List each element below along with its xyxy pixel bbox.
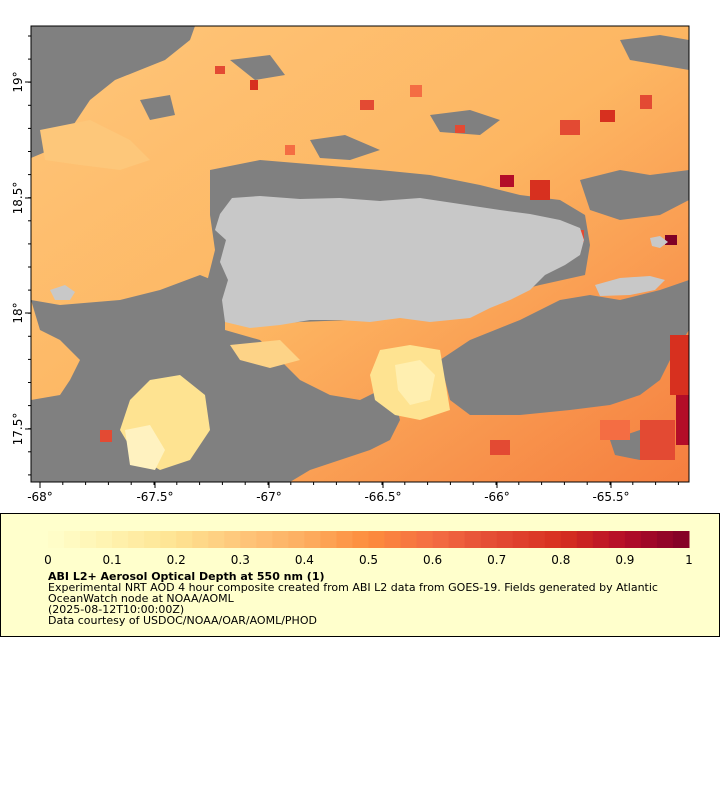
- colorbar-segment: [512, 531, 530, 548]
- legend-credit: Data courtesy of USDOC/NOAA/OAR/AOML/PHO…: [48, 614, 317, 627]
- colorbar-tick-label: 0.9: [615, 553, 634, 567]
- colorbar-labels: 0 0.1 0.2 0.3 0.4 0.5 0.6 0.7 0.8 0.9 1: [44, 553, 693, 567]
- colorbar-segment: [288, 531, 305, 548]
- x-tick-label: -66.5°: [364, 490, 401, 504]
- low-aod-plumes: [40, 120, 450, 470]
- no-data-patch-5: [230, 55, 285, 80]
- y-tick-label: 19°: [11, 71, 25, 92]
- colorbar: 0 0.1 0.2 0.3 0.4 0.5 0.6 0.7 0.8 0.9 1: [44, 531, 693, 567]
- land: [50, 196, 668, 328]
- map-plot-area: [31, 26, 689, 482]
- no-data-east-strip: [580, 170, 689, 220]
- x-tick-label: -67°: [256, 490, 282, 504]
- x-tick-label: -66°: [484, 490, 510, 504]
- colorbar-segment: [208, 531, 225, 548]
- colorbar-segment: [224, 531, 241, 548]
- colorbar-segment: [656, 531, 674, 548]
- colorbar-tick-label: 0.8: [551, 553, 570, 567]
- aod-map: -68° -67.5° -67° -66.5° -66° -65.5° 19° 18.5° 18…: [11, 25, 690, 504]
- colorbar-segment: [624, 531, 642, 548]
- colorbar-segment: [336, 531, 353, 548]
- colorbar-segment: [144, 531, 161, 548]
- colorbar-tick-label: 0.3: [231, 553, 250, 567]
- y-tick-label: 18.5°: [11, 182, 25, 215]
- colorbar-segment: [400, 531, 418, 548]
- colorbar-segment: [176, 531, 193, 548]
- colorbar-segment: [432, 531, 450, 548]
- map-frame: [30, 25, 690, 483]
- colorbar-segment: [480, 531, 498, 548]
- colorbar-segment: [48, 531, 65, 548]
- colorbar-segment: [304, 531, 321, 548]
- colorbar-segment: [416, 531, 434, 548]
- colorbar-segment: [576, 531, 594, 548]
- vieques-land: [595, 276, 665, 296]
- legend-title: ABI L2+ Aerosol Optical Depth at 550 nm …: [48, 570, 325, 583]
- colorbar-segment: [464, 531, 482, 548]
- colorbar-segment: [496, 531, 514, 548]
- no-data-patch-4: [140, 95, 175, 120]
- legend-text: ABI L2+ Aerosol Optical Depth at 550 nm …: [48, 571, 708, 626]
- colorbar-segment: [384, 531, 402, 548]
- colorbar-tick-label: 0.6: [423, 553, 442, 567]
- colorbar-tick-label: 1: [685, 553, 693, 567]
- y-tick-label: 17.5°: [11, 413, 25, 446]
- colorbar-segment: [240, 531, 257, 548]
- y-tick-label: 18°: [11, 302, 25, 323]
- x-tick-label: -65.5°: [592, 490, 629, 504]
- colorbar-segment: [592, 531, 610, 548]
- legend-panel: 0 0.1 0.2 0.3 0.4 0.5 0.6 0.7 0.8 0.9 1 ABI L2+ Ae…: [0, 513, 720, 637]
- puerto-rico-land: [215, 196, 584, 328]
- colorbar-segment: [160, 531, 177, 548]
- colorbar-segment: [544, 531, 562, 548]
- colorbar-tick-label: 0.4: [295, 553, 314, 567]
- no-data-patch-1: [310, 135, 380, 160]
- legend-timestamp: (2025-08-12T10:00:00Z): [48, 603, 185, 616]
- colorbar-tick-label: 0.1: [103, 553, 122, 567]
- mona-island-land: [50, 285, 75, 300]
- colorbar-segment: [80, 531, 97, 548]
- colorbar-segment: [96, 531, 113, 548]
- no-data-patch-2: [430, 110, 500, 135]
- high-aod-patches: [100, 66, 689, 460]
- no-data-patch-3: [620, 35, 689, 70]
- colorbar-segment: [272, 531, 289, 548]
- colorbar-tick-label: 0: [44, 553, 52, 567]
- no-data-south-east: [440, 280, 689, 415]
- colorbar-segment: [640, 531, 658, 548]
- colorbar-segment: [256, 531, 273, 548]
- colorbar-blocks: [48, 531, 690, 548]
- colorbar-segment: [320, 531, 337, 548]
- colorbar-segment: [448, 531, 466, 548]
- x-tick-label: -67.5°: [136, 490, 173, 504]
- colorbar-segment: [672, 531, 690, 548]
- colorbar-segment: [528, 531, 546, 548]
- colorbar-segment: [352, 531, 369, 548]
- colorbar-segment: [64, 531, 81, 548]
- x-tick-label: -68°: [27, 490, 53, 504]
- culebra-land: [650, 236, 668, 248]
- colorbar-tick-label: 0.2: [167, 553, 186, 567]
- colorbar-segment: [560, 531, 578, 548]
- colorbar-tick-label: 0.5: [359, 553, 378, 567]
- colorbar-segment: [112, 531, 129, 548]
- colorbar-segment: [128, 531, 145, 548]
- colorbar-segment: [608, 531, 626, 548]
- axis-ticks: -68° -67.5° -67° -66.5° -66° -65.5° 19° 18.5° 18…: [11, 35, 679, 504]
- colorbar-segment: [192, 531, 209, 548]
- colorbar-tick-label: 0.7: [487, 553, 506, 567]
- legend-description: Experimental NRT AOD 4 hour composite cr…: [48, 581, 658, 605]
- colorbar-segment: [368, 531, 386, 548]
